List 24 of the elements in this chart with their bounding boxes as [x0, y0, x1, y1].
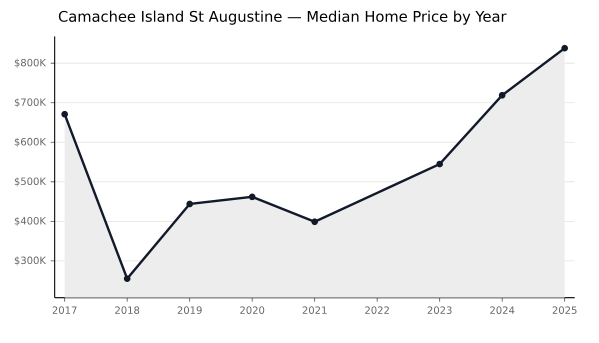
x-tick-label: 2023: [428, 306, 452, 314]
point: [498, 92, 506, 99]
x-tick-label: 2025: [552, 306, 577, 314]
point: [124, 275, 131, 282]
x-tick-label: 2018: [115, 306, 140, 314]
point: [436, 160, 444, 168]
x-tick-label: 2021: [302, 306, 326, 314]
y-tick-label: $400K: [14, 216, 46, 226]
y-tick-label: $800K: [14, 58, 46, 68]
point: [311, 218, 318, 226]
x-tick-label: 2017: [52, 306, 77, 314]
chart-title: Camachee Island St Augustine — Median Home Price by Year: [58, 10, 507, 25]
point: [248, 194, 256, 200]
y-tick-label: $300K: [14, 256, 46, 266]
x-tick-label: 2024: [490, 306, 514, 314]
x-tick-label: 2020: [240, 306, 264, 314]
y-tick-label: $700K: [14, 98, 46, 108]
y-tick-label: $600K: [14, 138, 46, 147]
x-tick-label: 2019: [178, 306, 202, 314]
point: [61, 110, 68, 118]
x-tick-label: 2022: [365, 306, 389, 314]
point: [561, 44, 568, 52]
point: [186, 200, 193, 208]
y-tick-label: $500K: [14, 177, 46, 186]
